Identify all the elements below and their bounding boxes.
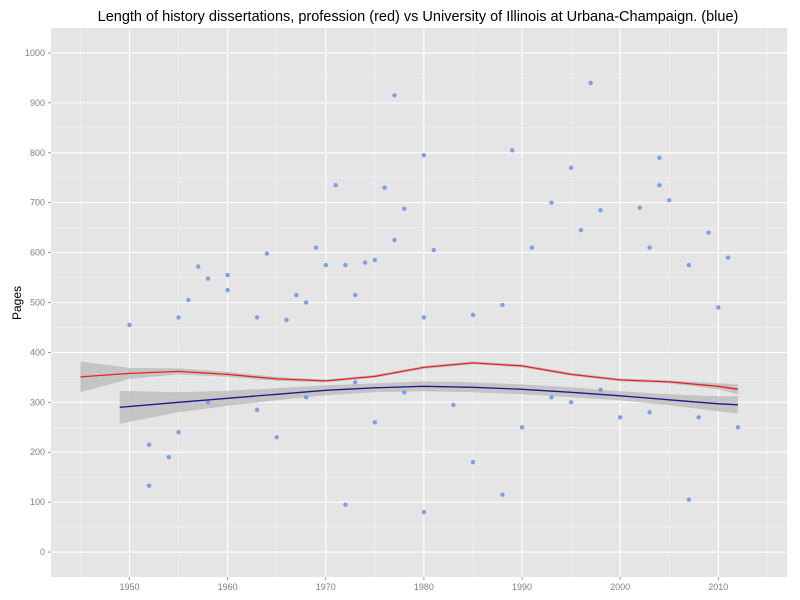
y-tick-label-2: 200 — [30, 447, 45, 457]
data-point-68 — [735, 425, 741, 430]
data-point-61 — [353, 380, 358, 385]
trend-line-1 — [119, 385, 738, 408]
data-points — [127, 80, 741, 515]
data-point-54 — [176, 430, 181, 435]
data-point-14 — [313, 245, 319, 250]
x-tick-label-3: 1980 — [414, 582, 434, 592]
data-point-64 — [549, 395, 554, 400]
data-point-9 — [254, 315, 260, 320]
confidence-band-1 — [119, 381, 738, 424]
x-tick-label-0: 1950 — [119, 582, 139, 592]
y-tick-label-8: 800 — [30, 148, 45, 158]
data-point-31 — [529, 245, 535, 250]
data-point-43 — [706, 230, 711, 235]
data-point-34 — [578, 227, 584, 233]
minor-gridlines — [51, 28, 787, 577]
data-point-50 — [470, 460, 476, 465]
data-point-26 — [421, 315, 427, 320]
data-point-24 — [402, 206, 407, 211]
axis-ticks: 1950 1960 1970 1980 1990 2000 2010 0 100 200 300 40… — [25, 48, 728, 592]
data-point-15 — [323, 262, 328, 268]
data-point-40 — [657, 155, 662, 160]
chart-title: Length of history dissertations, profess… — [98, 9, 739, 25]
data-point-60 — [303, 395, 309, 400]
data-point-51 — [519, 425, 525, 430]
data-point-20 — [372, 257, 378, 263]
data-point-30 — [510, 148, 515, 153]
y-tick-label-5: 500 — [30, 298, 45, 308]
data-point-38 — [647, 245, 652, 250]
data-point-3 — [176, 315, 181, 320]
data-point-25 — [421, 153, 427, 158]
x-tick-label-4: 1990 — [512, 582, 532, 592]
data-point-33 — [568, 165, 574, 170]
data-point-52 — [568, 400, 574, 405]
data-point-19 — [362, 260, 368, 265]
x-tick-label-1: 1960 — [218, 582, 238, 592]
data-point-65 — [598, 387, 603, 393]
data-point-5 — [196, 264, 201, 269]
data-point-16 — [333, 183, 338, 188]
data-point-66 — [647, 410, 652, 415]
data-point-67 — [696, 415, 701, 420]
data-point-8 — [225, 287, 230, 293]
x-tick-label-5: 2000 — [610, 582, 630, 592]
major-gridlines — [51, 28, 787, 577]
data-point-41 — [667, 197, 672, 203]
data-point-59 — [254, 407, 260, 413]
data-point-32 — [549, 200, 554, 205]
data-point-49 — [686, 497, 692, 502]
y-tick-label-10: 1000 — [25, 48, 45, 58]
data-point-39 — [657, 183, 662, 188]
data-point-58 — [205, 400, 211, 405]
y-tick-label-9: 900 — [30, 98, 45, 108]
data-point-17 — [343, 262, 348, 268]
data-point-13 — [303, 300, 309, 305]
y-axis-label: Pages — [10, 286, 24, 320]
data-point-53 — [617, 415, 623, 420]
data-point-23 — [392, 93, 397, 98]
data-point-36 — [598, 207, 603, 213]
y-tick-label-3: 300 — [30, 397, 45, 407]
y-tick-label-4: 400 — [30, 347, 45, 357]
data-point-4 — [186, 297, 191, 303]
data-point-6 — [205, 276, 211, 281]
data-point-35 — [588, 80, 593, 86]
data-point-57 — [146, 442, 152, 447]
data-point-63 — [451, 402, 456, 408]
data-point-48 — [500, 492, 505, 497]
data-point-0 — [127, 322, 132, 328]
data-point-47 — [421, 509, 427, 515]
data-point-46 — [343, 502, 348, 507]
smooth-lines — [80, 362, 738, 408]
data-point-44 — [716, 305, 721, 310]
x-tick-label-2: 1970 — [316, 582, 336, 592]
data-point-55 — [274, 435, 279, 440]
data-point-29 — [500, 302, 505, 308]
data-point-42 — [686, 262, 692, 268]
data-point-56 — [372, 420, 378, 425]
data-point-2 — [166, 455, 171, 460]
data-point-7 — [225, 272, 230, 278]
data-point-18 — [353, 292, 358, 298]
data-point-11 — [284, 317, 289, 323]
data-point-37 — [637, 205, 642, 210]
data-point-27 — [431, 247, 436, 253]
data-point-28 — [470, 312, 476, 318]
x-tick-label-6: 2010 — [708, 582, 728, 592]
data-point-22 — [392, 237, 397, 243]
data-point-1 — [146, 483, 152, 488]
trend-line-0 — [80, 362, 738, 390]
y-tick-label-7: 700 — [30, 198, 45, 208]
y-tick-label-1: 100 — [30, 497, 45, 507]
data-point-12 — [294, 292, 299, 298]
y-tick-label-6: 600 — [30, 248, 45, 258]
data-point-45 — [725, 255, 731, 260]
data-point-21 — [382, 185, 387, 190]
data-point-62 — [402, 390, 407, 395]
data-point-10 — [264, 251, 270, 256]
y-tick-label-0: 0 — [40, 547, 45, 557]
